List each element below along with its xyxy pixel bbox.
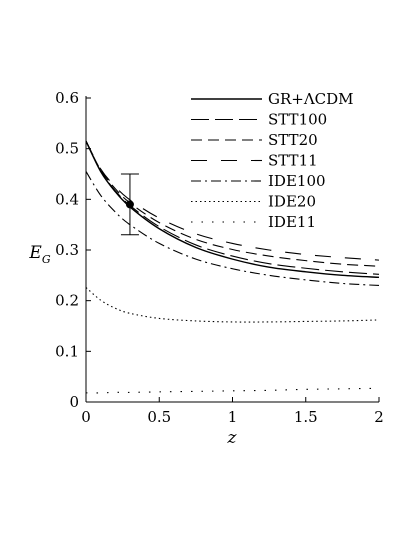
y-tick-label: 0.4 — [55, 190, 79, 208]
data-point — [125, 200, 134, 209]
x-tick-label: 0 — [81, 408, 91, 426]
legend-label-5: IDE100 — [268, 172, 326, 190]
x-tick-label: 1 — [228, 408, 238, 426]
series-line-3 — [85, 140, 380, 267]
series-line-2 — [85, 140, 380, 275]
legend-label-3: STT20 — [268, 131, 318, 149]
y-axis-label: EG — [28, 243, 50, 266]
x-tick-label: 1.5 — [294, 408, 318, 426]
legend: GR+ΛCDM STT100 STT20 STT11 IDE100 IDE20 IDE11 — [191, 90, 354, 231]
series-line-6 — [85, 287, 380, 323]
legend-label-6: IDE20 — [268, 193, 316, 211]
legend-label-4: STT11 — [268, 152, 318, 170]
y-tick-label: 0.1 — [55, 342, 79, 360]
series-line-7 — [85, 387, 380, 394]
y-tick-label: 0.2 — [55, 292, 79, 310]
y-tick-label: 0.5 — [55, 140, 79, 158]
legend-label-7: IDE11 — [268, 213, 316, 231]
observation-point — [120, 173, 139, 236]
x-tick-label: 2 — [374, 408, 384, 426]
legend-label-1: GR+ΛCDM — [268, 90, 354, 108]
curves — [85, 140, 380, 394]
series-line-4 — [85, 140, 380, 261]
x-tick-label: 0.5 — [147, 408, 171, 426]
y-tick-label: 0.6 — [55, 89, 79, 107]
axes: 0 0.5 1 1.5 2 0 0.1 0.2 0.3 0.4 0.5 0.6 — [55, 89, 384, 426]
y-tick-label: 0.3 — [55, 241, 79, 259]
series-line-5 — [85, 171, 380, 287]
x-axis-label: z — [227, 428, 238, 448]
legend-label-2: STT100 — [268, 111, 327, 129]
y-tick-label: 0 — [69, 393, 79, 411]
